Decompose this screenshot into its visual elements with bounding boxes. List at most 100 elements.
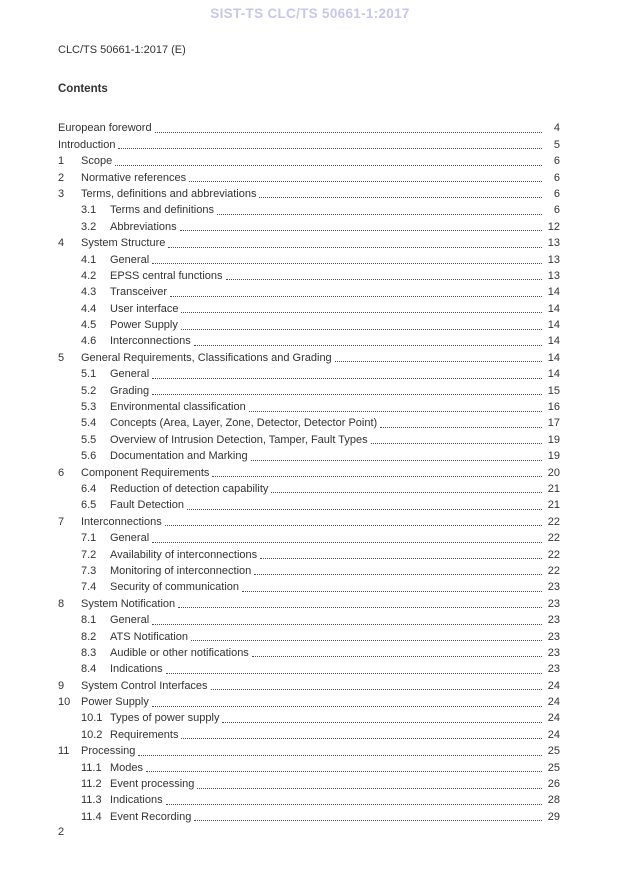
toc-entry-title: Modes bbox=[110, 761, 144, 774]
toc-leader-dots bbox=[212, 476, 542, 478]
toc-entry-page: 19 bbox=[547, 450, 560, 463]
toc-leader-dots bbox=[194, 820, 542, 822]
toc-leader-dots bbox=[152, 377, 542, 379]
toc-leader-dots bbox=[271, 492, 542, 494]
toc-entry-title: Reduction of detection capability bbox=[110, 482, 269, 495]
toc-entry-title: Power Supply bbox=[81, 696, 149, 709]
toc-entry-number: 7.1 bbox=[81, 532, 97, 545]
toc-entry-page: 25 bbox=[547, 745, 560, 758]
toc-entry-page: 12 bbox=[547, 220, 560, 233]
toc-leader-dots bbox=[216, 213, 542, 215]
toc-entry-page: 14 bbox=[547, 302, 560, 315]
toc-leader-dots bbox=[193, 344, 542, 346]
toc-leader-dots bbox=[191, 640, 542, 641]
toc-leader-dots bbox=[165, 672, 542, 674]
toc-entry: 8.3 Audible or other notifications 23 bbox=[58, 644, 560, 660]
toc-entry: 6.4 Reduction of detection capability 21 bbox=[58, 480, 560, 496]
toc-entry-title: EPSS central functions bbox=[110, 269, 223, 282]
toc-entry-page: 29 bbox=[547, 810, 560, 823]
toc-entry-title: Normative references bbox=[81, 171, 187, 184]
toc-entry-number: 7.3 bbox=[81, 564, 97, 577]
toc-entry-title: Event Recording bbox=[110, 810, 192, 823]
toc-entry: 11.1 Modes 25 bbox=[58, 758, 560, 774]
toc-entry-title: Scope bbox=[81, 155, 113, 168]
toc-entry: 5 General Requirements, Classifications a… bbox=[58, 348, 560, 364]
toc-entry: 3.1 Terms and definitions 6 bbox=[58, 201, 560, 217]
toc-leader-dots bbox=[152, 263, 542, 265]
toc-entry-page: 6 bbox=[553, 171, 560, 184]
toc-entry-number: 4.2 bbox=[81, 269, 97, 282]
toc-leader-dots bbox=[181, 312, 542, 314]
toc-leader-dots bbox=[259, 197, 542, 199]
toc-entry-number: 3.2 bbox=[81, 220, 97, 233]
toc-entry-number: 5.5 bbox=[81, 433, 97, 446]
toc-leader-dots bbox=[334, 361, 542, 363]
toc-entry-title: Grading bbox=[110, 384, 150, 397]
toc-entry-page: 14 bbox=[547, 351, 560, 364]
toc-entry-number: 6 bbox=[58, 466, 65, 479]
toc-entry-page: 23 bbox=[547, 646, 560, 659]
toc-entry-title: Overview of Intrusion Detection, Tamper,… bbox=[110, 433, 368, 446]
toc-entry-number: 7 bbox=[58, 515, 65, 528]
toc-entry-title: General bbox=[110, 532, 150, 545]
toc-entry-page: 20 bbox=[547, 466, 560, 479]
toc-entry: 8.1 General 23 bbox=[58, 611, 560, 627]
toc-entry: 4 System Structure 13 bbox=[58, 234, 560, 250]
toc-entry-title: Concepts (Area, Layer, Zone, Detector, D… bbox=[110, 417, 378, 430]
toc-entry-title: Event processing bbox=[110, 778, 195, 791]
toc-entry-title: Monitoring of interconnection bbox=[110, 564, 252, 577]
toc-entry: 10.2 Requirements 24 bbox=[58, 725, 560, 741]
toc-leader-dots bbox=[186, 508, 542, 510]
toc-leader-dots bbox=[180, 328, 542, 330]
toc-leader-dots bbox=[197, 787, 542, 789]
toc-entry-number: 4 bbox=[58, 237, 65, 250]
toc-entry-number: 4.3 bbox=[81, 286, 97, 299]
toc-entry: 4.6 Interconnections 14 bbox=[58, 332, 560, 348]
toc-leader-dots bbox=[154, 131, 542, 133]
toc-entry: 2 Normative references 6 bbox=[58, 168, 560, 184]
toc-leader-dots bbox=[251, 656, 542, 658]
toc-entry-number: 6.4 bbox=[81, 482, 97, 495]
toc-entry-page: 16 bbox=[547, 401, 560, 414]
toc-leader-dots bbox=[222, 721, 542, 723]
toc-entry-title: General bbox=[110, 368, 150, 381]
toc-entry-number: 5.3 bbox=[81, 401, 97, 414]
toc-entry: Introduction 5 bbox=[58, 135, 560, 151]
contents-heading: Contents bbox=[58, 83, 108, 95]
toc-entry-title: Indications bbox=[110, 794, 163, 807]
toc-leader-dots bbox=[115, 164, 542, 166]
toc-entry: 7.2 Availability of interconnections 22 bbox=[58, 545, 560, 561]
toc-entry-number: 4.1 bbox=[81, 253, 97, 266]
toc-entry-number: 4.5 bbox=[81, 319, 97, 332]
toc-entry: 5.3 Environmental classification 16 bbox=[58, 398, 560, 414]
toc-leader-dots bbox=[168, 246, 542, 248]
toc-entry-page: 14 bbox=[547, 335, 560, 348]
toc-entry-page: 25 bbox=[547, 761, 560, 774]
toc-entry-number: 11.1 bbox=[81, 761, 102, 774]
toc-entry-number: 8.4 bbox=[81, 663, 97, 676]
toc-entry-number: 3 bbox=[58, 187, 65, 200]
toc-entry-page: 23 bbox=[547, 581, 560, 594]
toc-entry-page: 24 bbox=[547, 728, 560, 741]
toc-entry-title: Introduction bbox=[58, 138, 116, 151]
toc-leader-dots bbox=[179, 230, 542, 232]
toc-entry-title: System Structure bbox=[81, 237, 166, 250]
toc-leader-dots bbox=[248, 410, 542, 412]
toc-entry-page: 22 bbox=[547, 532, 560, 545]
toc-entry-page: 23 bbox=[547, 630, 560, 643]
toc-leader-dots bbox=[164, 525, 542, 527]
toc-entry-number: 8.3 bbox=[81, 646, 97, 659]
toc-entry: 10 Power Supply 24 bbox=[58, 693, 560, 709]
toc-leader-dots bbox=[165, 803, 542, 805]
toc-entry-page: 21 bbox=[547, 482, 560, 495]
toc-entry: 7.4 Security of communication 23 bbox=[58, 578, 560, 594]
toc-entry-title: System Notification bbox=[81, 597, 176, 610]
toc-entry-number: 7.2 bbox=[81, 548, 97, 561]
toc-entry-number: 9 bbox=[58, 679, 65, 692]
toc-entry-page: 24 bbox=[547, 712, 560, 725]
footer-page-number: 2 bbox=[58, 826, 65, 838]
toc-entry-page: 22 bbox=[547, 548, 560, 561]
toc-entry-page: 22 bbox=[547, 515, 560, 528]
toc-entry-title: General bbox=[110, 614, 150, 627]
